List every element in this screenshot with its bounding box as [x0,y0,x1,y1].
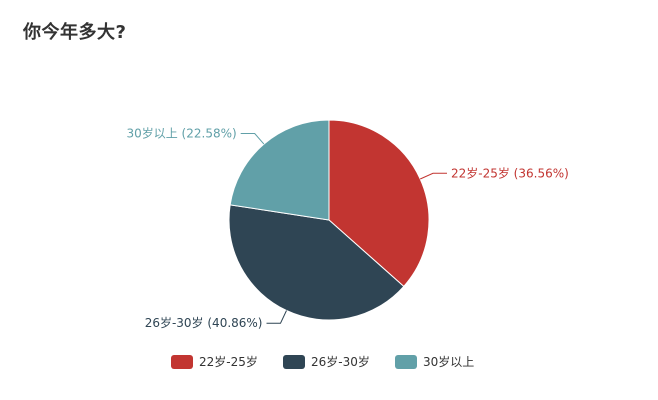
pie-labels: 22岁-25岁 (36.56%) 26岁-30岁 (40.86%) 30岁以上 (2… [126,126,568,331]
legend-swatch-2 [283,355,305,369]
chart-title: 你今年多大? [23,22,127,43]
pie-slice-3[interactable] [229,119,330,221]
leader-line-1 [419,172,447,180]
pie-slices [228,119,430,321]
slice-label-2: 26岁-30岁 (40.86%) [145,315,263,330]
leader-line-2 [266,310,287,324]
chart-legend: 22岁-25岁 26岁-30岁 30岁以上 [171,354,474,369]
legend-swatch-3 [395,355,417,369]
legend-item-3[interactable]: 30岁以上 [395,354,474,369]
pie-slice-2[interactable] [228,204,405,321]
slice-label-3: 30岁以上 (22.58%) [126,126,236,141]
legend-item-2[interactable]: 26岁-30岁 [283,354,370,369]
legend-label-2: 26岁-30岁 [311,354,370,369]
legend-label-3: 30岁以上 [423,354,474,369]
legend-label-1: 22岁-25岁 [199,354,258,369]
legend-item-1[interactable]: 22岁-25岁 [171,354,258,369]
slice-label-1: 22岁-25岁 (36.56%) [451,165,569,180]
leader-line-3 [240,133,265,145]
legend-swatch-1 [171,355,193,369]
